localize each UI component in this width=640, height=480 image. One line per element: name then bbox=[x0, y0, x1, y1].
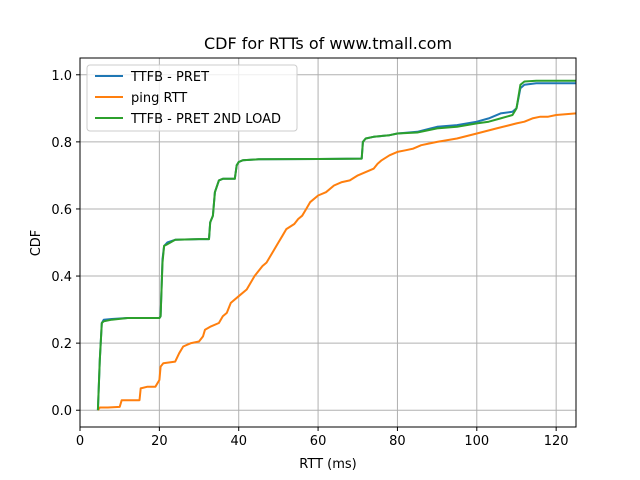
legend-label-ping-rtt: ping RTT bbox=[131, 91, 187, 106]
x-tick-label: 60 bbox=[310, 434, 327, 449]
x-tick-label: 120 bbox=[544, 434, 569, 449]
x-tick-label: 0 bbox=[76, 434, 84, 449]
axis-ticks: 0 20 40 60 80 100 120 0.0 0.2 0.4 0.6 0.8 1.0 bbox=[51, 69, 568, 449]
x-tick-label: 80 bbox=[389, 434, 406, 449]
y-axis-label: CDF bbox=[29, 230, 44, 257]
x-tick-label: 20 bbox=[151, 434, 168, 449]
x-tick-label: 40 bbox=[230, 434, 247, 449]
y-tick-label: 0.2 bbox=[51, 337, 72, 352]
legend-label-ttfb-pret: TTFB - PRET bbox=[130, 70, 209, 85]
y-tick-label: 0.0 bbox=[51, 404, 72, 419]
legend-label-ttfb-pret-2nd-load: TTFB - PRET 2ND LOAD bbox=[130, 112, 281, 127]
series-line-ping-rtt bbox=[97, 112, 576, 411]
series-layer bbox=[96, 79, 576, 411]
chart-title: CDF for RTTs of www.tmall.com bbox=[204, 34, 452, 53]
y-tick-label: 0.8 bbox=[51, 136, 72, 151]
y-tick-label: 1.0 bbox=[51, 69, 72, 84]
x-axis-label: RTT (ms) bbox=[299, 457, 356, 472]
legend: TTFB - PRET ping RTT TTFB - PRET 2ND LOA… bbox=[86, 64, 298, 132]
plot-frame bbox=[79, 57, 577, 428]
legend-box bbox=[86, 64, 298, 132]
y-tick-label: 0.4 bbox=[51, 270, 72, 285]
y-tick-label: 0.6 bbox=[51, 203, 72, 218]
series-line-ttfb-pret-2nd-load bbox=[96, 79, 576, 411]
x-tick-label: 100 bbox=[464, 434, 489, 449]
